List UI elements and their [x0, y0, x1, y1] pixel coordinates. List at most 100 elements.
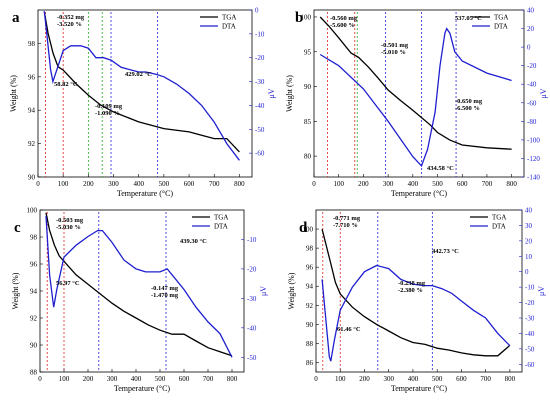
annotation-label: 442.73 °C [432, 248, 459, 255]
x-tick-label: 700 [480, 375, 491, 383]
x-tick-label: 200 [83, 180, 94, 188]
y2-tick-label: -60 [527, 99, 537, 107]
x-tick-label: 600 [456, 375, 467, 383]
x-tick-label: 600 [184, 180, 195, 188]
y-tick-label: 96 [306, 264, 314, 272]
y2-tick-label: 0 [255, 7, 259, 15]
x-tick-label: 100 [59, 375, 70, 383]
plot-frame [313, 9, 525, 178]
legend-label-tga: TGA [492, 214, 506, 222]
x-tick-label: 700 [203, 375, 214, 383]
y2-tick-label: -120 [527, 155, 540, 163]
panel-letter: a [12, 10, 20, 26]
x-tick-label: 800 [505, 375, 516, 383]
y-tick-label: 88 [306, 340, 314, 348]
y2-tick-label: -20 [527, 62, 537, 70]
y-tick-label: 90 [304, 83, 312, 91]
legend-label-dta: DTA [494, 23, 508, 31]
y-tick-label: 88 [30, 369, 38, 377]
y2-tick-label: -140 [527, 174, 540, 182]
y2-tick-label: 20 [527, 25, 535, 33]
y-tick-label: 96 [30, 261, 38, 269]
panel-c: 0 100 200 300 400 500 600 700 800 88 90 92 94 96 98 100… [11, 207, 268, 394]
x-tick-label: 0 [38, 375, 42, 383]
y-tick-label: 94 [30, 288, 38, 296]
legend-label-dta: DTA [222, 23, 236, 31]
panel-letter: b [295, 10, 303, 26]
y-tick-label: 98 [30, 234, 38, 242]
annotation-label: -0.650 mg [455, 98, 483, 105]
y-tick-label: 92 [28, 140, 36, 148]
y-tick-label: 100 [303, 226, 314, 234]
y-tick-label: 94 [28, 107, 36, 115]
y2-tick-label: 0 [525, 268, 529, 276]
series-line-tga [43, 11, 240, 153]
x-tick-label: 200 [358, 180, 369, 188]
y-tick-label: 90 [30, 342, 38, 350]
series-line-dta [45, 215, 233, 358]
annotation-label: 61.46 °C [337, 326, 361, 333]
y2-tick-label: -20 [525, 299, 535, 307]
x-tick-label: 500 [159, 180, 170, 188]
y2-tick-label: -20 [255, 54, 265, 62]
x-tick-label: 800 [506, 180, 517, 188]
y-axis-label: Weight (%) [9, 75, 18, 112]
x-axis-label: Temperature (°C) [114, 384, 171, 393]
y2-tick-label: -50 [247, 354, 257, 362]
y2-tick-label: -30 [255, 78, 265, 86]
y2-tick-label: -60 [255, 150, 265, 158]
x-axis-label: Temperature (°C) [391, 384, 448, 393]
plot-frame [39, 209, 245, 373]
y-tick-label: 94 [306, 283, 314, 291]
x-tick-label: 500 [155, 375, 166, 383]
annotation-label: -0.109 mg [95, 103, 123, 110]
annotation-label: -0.238 mg [398, 280, 426, 287]
y-tick-label: 100 [301, 13, 312, 21]
y-tick-label: 92 [306, 302, 314, 310]
x-tick-label: 100 [335, 375, 346, 383]
series-line-dta [43, 11, 240, 161]
y2-axis-label: μV [539, 88, 548, 98]
y2-axis-label: μV [537, 286, 546, 296]
series-line-tga [321, 228, 511, 357]
legend-label-tga: TGA [214, 214, 228, 222]
x-tick-label: 300 [107, 375, 118, 383]
annotation-label: 537.05 °C [455, 15, 482, 22]
y2-tick-label: 0 [527, 44, 531, 52]
x-tick-label: 500 [432, 375, 443, 383]
x-tick-label: 0 [36, 180, 40, 188]
annotation-label: -1.090 % [95, 110, 120, 117]
y-tick-label: 92 [30, 315, 38, 323]
x-tick-label: 600 [457, 180, 468, 188]
x-axis-label: Temperature (°C) [391, 189, 448, 198]
y-axis-label: Weight (%) [11, 272, 20, 309]
y2-tick-label: -40 [247, 324, 257, 332]
y2-tick-label: -50 [525, 345, 535, 353]
panel-letter: c [14, 220, 21, 236]
x-tick-label: 100 [333, 180, 344, 188]
y-tick-label: 90 [306, 321, 314, 329]
x-tick-label: 400 [408, 180, 419, 188]
x-tick-label: 400 [131, 375, 142, 383]
y2-tick-label: -40 [255, 102, 265, 110]
x-tick-label: 400 [133, 180, 144, 188]
x-tick-label: 600 [179, 375, 190, 383]
panel-a: 0 100 200 300 400 500 600 700 800 90 92 94 96 98 0 -10 -… [9, 7, 276, 199]
y2-tick-label: -30 [247, 295, 257, 303]
y2-tick-label: 20 [525, 237, 533, 245]
series-line-tga [319, 16, 512, 150]
y-tick-label: 86 [306, 359, 314, 367]
y2-tick-label: -20 [247, 265, 257, 273]
y-tick-label: 100 [27, 207, 38, 215]
y-axis-label: Weight (%) [287, 272, 296, 309]
annotation-label: -0.503 mg [56, 217, 84, 224]
annotation-label: 56.97 °C [56, 280, 80, 287]
plot-frame [37, 9, 253, 178]
x-tick-label: 0 [312, 180, 316, 188]
y-tick-label: 80 [304, 153, 312, 161]
annotation-label: 434.58 °C [427, 165, 454, 172]
y-tick-label: 85 [304, 118, 312, 126]
annotation-label: 58.82 °C [54, 81, 78, 88]
